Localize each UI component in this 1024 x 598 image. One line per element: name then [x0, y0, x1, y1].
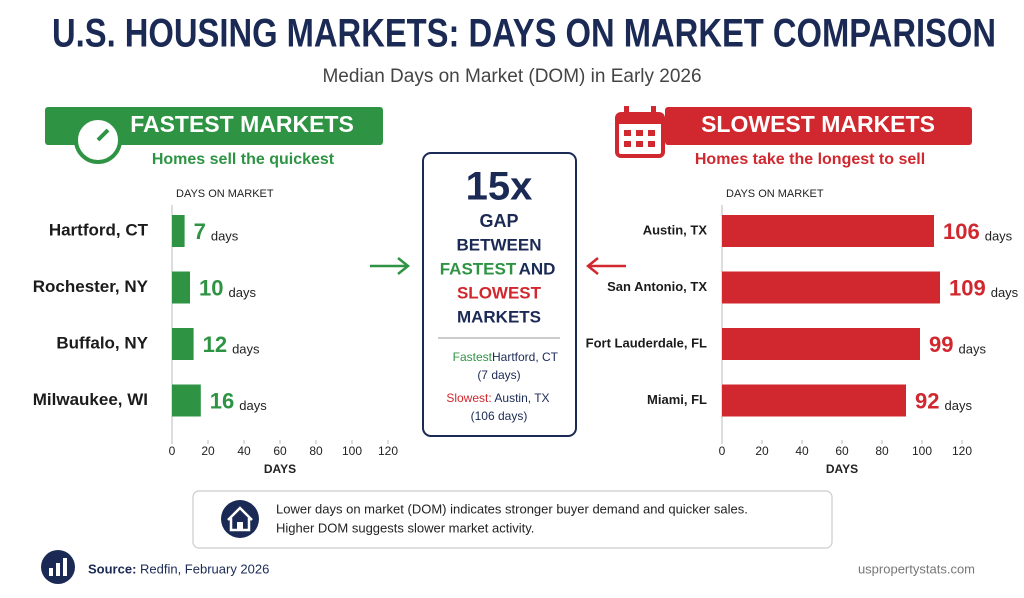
banner-text: SLOWEST MARKETS — [701, 111, 935, 137]
calendar-icon — [615, 106, 665, 158]
x-tick-label: 80 — [875, 444, 889, 458]
arrow-left — [585, 257, 626, 275]
value-unit: days — [944, 398, 972, 413]
banner-text: FASTEST MARKETS — [130, 111, 354, 137]
x-tick-label: 0 — [169, 444, 176, 458]
slowest-city: Austin, TX — [494, 391, 549, 405]
bar — [722, 328, 920, 360]
bar — [722, 384, 906, 417]
slowest-days: (106 days) — [471, 409, 528, 423]
gap-text: MARKETS — [457, 307, 541, 326]
gap-fastest: FASTEST — [440, 259, 517, 278]
note-line: Higher DOM suggests slower market activi… — [276, 520, 534, 535]
category-label: Austin, TX — [643, 222, 708, 237]
x-tick-label: 20 — [201, 444, 215, 458]
banner-subtitle: Homes sell the quickest — [152, 151, 335, 168]
bar — [172, 271, 190, 304]
x-tick-label: 100 — [342, 444, 362, 458]
stopwatch-icon — [62, 108, 122, 164]
x-tick-label: 40 — [795, 444, 809, 458]
value-unit: days — [991, 285, 1019, 300]
banner-subtitle: Homes take the longest to sell — [695, 151, 925, 168]
house-icon — [221, 500, 259, 538]
x-tick-label: 120 — [952, 444, 972, 458]
x-tick-label: 100 — [912, 444, 932, 458]
fastest-label: Fastest: — [453, 350, 496, 364]
axis-title: DAYS ON MARKET — [726, 188, 824, 200]
fastest-days: (7 days) — [477, 368, 520, 382]
value-label: 99 — [929, 332, 953, 357]
value-label: 16 — [210, 388, 234, 413]
x-axis-title: DAYS — [826, 462, 858, 476]
source-icon — [41, 550, 75, 584]
bar — [722, 215, 934, 247]
value-unit: days — [228, 285, 256, 300]
axis-title: DAYS ON MARKET — [176, 188, 274, 200]
slowest-label: Slowest: — [446, 391, 491, 405]
slow-banner — [665, 107, 972, 145]
arrow-right — [370, 257, 411, 275]
category-label: Buffalo, NY — [56, 333, 148, 352]
value-label: 92 — [915, 388, 939, 413]
note-box — [192, 490, 833, 549]
category-label: San Antonio, TX — [607, 279, 707, 294]
x-tick-label: 20 — [755, 444, 769, 458]
value-label: 106 — [943, 219, 980, 244]
value-unit: days — [232, 341, 260, 356]
bar — [172, 328, 194, 360]
value-unit: days — [211, 228, 239, 243]
category-label: Milwaukee, WI — [33, 390, 148, 409]
x-tick-label: 0 — [719, 444, 726, 458]
gap-ratio: 15x — [466, 165, 533, 209]
category-label: Hartford, CT — [49, 220, 149, 239]
fast-banner — [45, 107, 383, 145]
value-unit: days — [239, 398, 267, 413]
bar — [172, 215, 185, 247]
gap-text: AND — [519, 259, 556, 278]
category-label: Miami, FL — [647, 392, 707, 407]
site: uspropertystats.com — [858, 561, 975, 576]
value-unit: days — [958, 341, 986, 356]
value-label: 109 — [949, 275, 986, 300]
subtitle: Median Days on Market (DOM) in Early 202… — [322, 66, 701, 87]
title: U.S. HOUSING MARKETS: DAYS ON MARKET COM… — [52, 12, 996, 56]
bar — [722, 271, 940, 304]
category-label: Rochester, NY — [33, 277, 149, 296]
value-label: 10 — [199, 275, 223, 300]
x-tick-label: 60 — [273, 444, 287, 458]
x-tick-label: 40 — [237, 444, 251, 458]
fastest-city: Hartford, CT — [492, 350, 559, 364]
x-tick-label: 80 — [309, 444, 323, 458]
x-tick-label: 60 — [835, 444, 849, 458]
source: Redfin, February 2026 — [140, 561, 269, 576]
value-label: 12 — [203, 332, 227, 357]
gap-text: BETWEEN — [457, 235, 542, 254]
x-axis-title: DAYS — [264, 462, 296, 476]
category-label: Fort Lauderdale, FL — [586, 335, 707, 350]
gap-box — [422, 152, 577, 437]
value-label: 7 — [194, 219, 206, 244]
gap-text: GAP — [479, 211, 518, 231]
bar — [172, 384, 201, 417]
note-line: Lower days on market (DOM) indicates str… — [276, 501, 748, 516]
value-unit: days — [985, 228, 1013, 243]
source-label: Source: — [88, 561, 136, 576]
gap-slowest: SLOWEST — [457, 283, 542, 302]
x-tick-label: 120 — [378, 444, 398, 458]
